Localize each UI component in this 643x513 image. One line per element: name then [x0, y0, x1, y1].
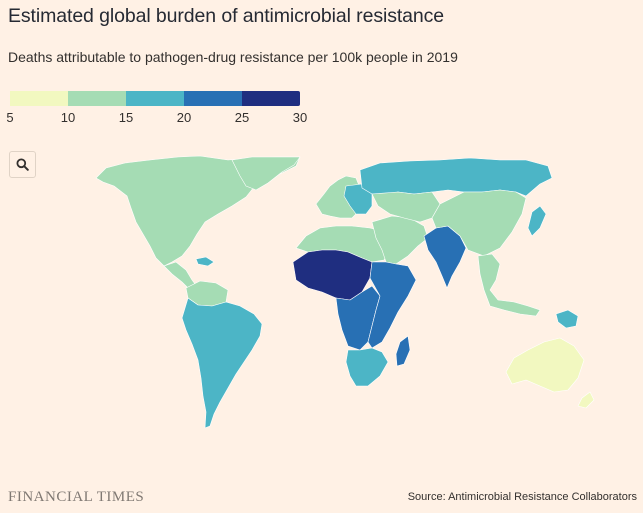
- map-region-madagascar[interactable]: [395, 335, 411, 367]
- chart-title: Estimated global burden of antimicrobial…: [8, 5, 445, 27]
- map-region-new-zealand[interactable]: [577, 391, 595, 409]
- map-region-south-america[interactable]: [181, 297, 263, 429]
- legend-tick: 15: [118, 110, 134, 125]
- legend-swatch-25-30: [242, 91, 300, 106]
- legend-tick: 20: [176, 110, 192, 125]
- map-region-southeast-asia[interactable]: [477, 253, 541, 317]
- chart-subtitle: Deaths attributable to pathogen-drug res…: [8, 49, 458, 65]
- legend-tick: 10: [60, 110, 76, 125]
- color-legend: 5 10 15 20 25 30: [6, 91, 307, 133]
- map-region-greenland[interactable]: [231, 156, 301, 191]
- search-icon: [16, 158, 29, 171]
- legend-swatch-10-15: [68, 91, 126, 106]
- zoom-button[interactable]: [9, 151, 36, 178]
- legend-tick: 25: [234, 110, 250, 125]
- map-region-papua-new-guinea[interactable]: [555, 309, 579, 329]
- legend-swatches: [10, 91, 300, 106]
- map-region-china[interactable]: [431, 189, 527, 257]
- map-region-west-africa[interactable]: [292, 249, 373, 301]
- legend-tick-labels: 5 10 15 20 25 30: [6, 110, 307, 130]
- map-region-central-asia[interactable]: [371, 191, 441, 223]
- legend-swatch-20-25: [184, 91, 242, 106]
- map-region-australia[interactable]: [505, 337, 585, 393]
- map-region-japan[interactable]: [527, 205, 547, 237]
- source-note: Source: Antimicrobial Resistance Collabo…: [407, 491, 637, 503]
- legend-swatch-5-10: [10, 91, 68, 106]
- legend-swatch-15-20: [126, 91, 184, 106]
- legend-tick: 30: [292, 110, 308, 125]
- map-region-russia[interactable]: [359, 157, 553, 197]
- legend-tick: 5: [6, 110, 14, 125]
- map-region-east-africa[interactable]: [367, 261, 417, 349]
- map-region-caribbean[interactable]: [195, 256, 215, 267]
- map-region-southern-africa[interactable]: [345, 347, 389, 387]
- ft-logo: FINANCIAL TIMES: [8, 489, 145, 505]
